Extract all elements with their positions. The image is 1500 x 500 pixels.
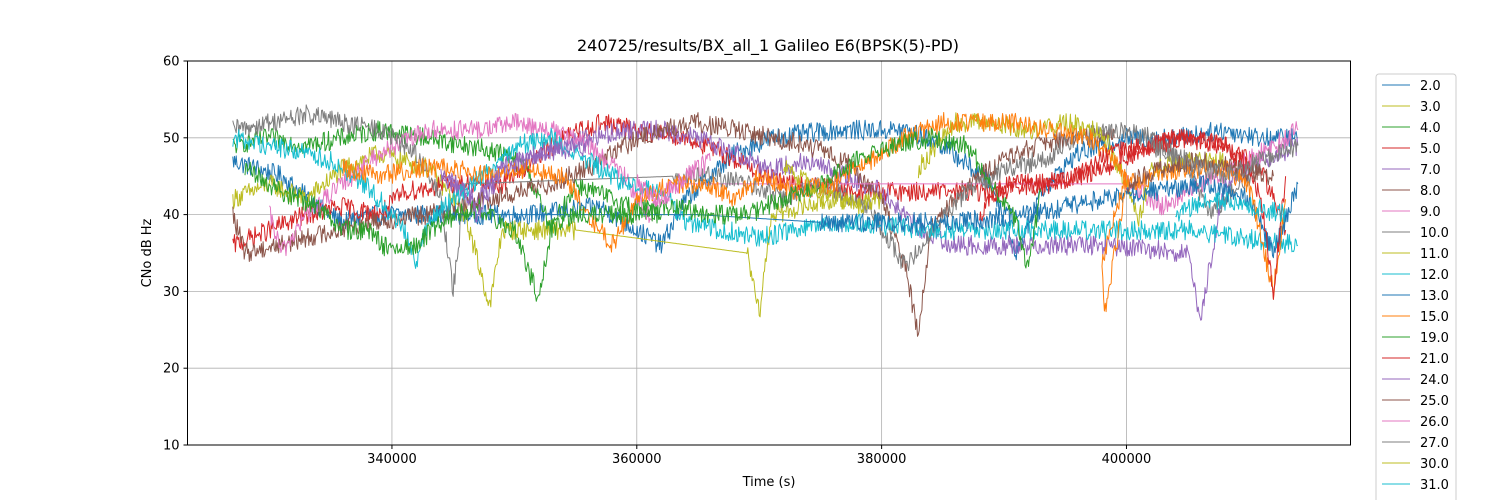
legend-label: 11.0	[1420, 247, 1449, 262]
legend-label: 25.0	[1420, 394, 1449, 409]
series-line-24.0	[440, 138, 589, 223]
series-line-12.0	[232, 127, 1299, 269]
x-axis: 340000 360000 380000 400000	[367, 445, 1151, 467]
y-axis-label: CNo dB Hz	[140, 218, 155, 287]
legend-label: 19.0	[1420, 331, 1449, 346]
legend-label: 8.0	[1420, 184, 1441, 199]
series-line-15.0	[342, 112, 1287, 313]
series-line-21.0	[979, 129, 1287, 300]
legend-label: 30.0	[1420, 457, 1449, 472]
chart-title: 240725/results/BX_all_1 Galileo E6(BPSK(…	[577, 36, 959, 56]
x-tick-label: 380000	[857, 452, 907, 467]
series-line-30.0	[783, 160, 883, 215]
legend-label: 21.0	[1420, 352, 1449, 367]
plot-area-frame	[187, 60, 1351, 446]
legend-label: 10.0	[1420, 226, 1449, 241]
series-layer	[232, 104, 1299, 337]
legend-label: 7.0	[1420, 163, 1441, 178]
legend-label: 3.0	[1420, 100, 1441, 115]
legend-label: 12.0	[1420, 268, 1449, 283]
series-line-31.0	[1175, 191, 1287, 223]
legend-label: 31.0	[1420, 478, 1449, 493]
x-tick-label: 360000	[612, 452, 662, 467]
legend-label: 5.0	[1420, 142, 1441, 157]
legend-label: 24.0	[1420, 373, 1449, 388]
x-axis-label: Time (s)	[742, 475, 796, 490]
y-tick-label: 30	[163, 285, 180, 300]
series-line-4.0	[232, 120, 662, 238]
legend-label: 26.0	[1420, 415, 1449, 430]
legend-label: 4.0	[1420, 121, 1441, 136]
legend-label: 2.0	[1420, 79, 1441, 94]
y-tick-label: 10	[163, 439, 180, 454]
y-tick-label: 50	[163, 131, 180, 146]
y-tick-label: 40	[163, 208, 180, 223]
series-line-26.0	[636, 152, 711, 206]
legend-label: 15.0	[1420, 310, 1449, 325]
legend-box	[1375, 73, 1457, 500]
series-line-2.0	[232, 119, 1298, 261]
x-tick-label: 340000	[367, 452, 417, 467]
y-tick-label: 60	[163, 55, 180, 70]
x-tick-label: 400000	[1102, 452, 1152, 467]
series-line-27.0	[1150, 138, 1299, 184]
y-axis: 10 20 30 40 50 60	[163, 55, 188, 454]
legend-label: 13.0	[1420, 289, 1449, 304]
legend-label: 27.0	[1420, 436, 1449, 451]
series-line-19.0	[244, 127, 1042, 302]
y-tick-label: 20	[163, 362, 180, 377]
legend: 2.0 3.0 4.0 5.0 7.0 8.0 9.0 10.0 11.0 12.0 13.0 15.…	[1375, 73, 1457, 500]
legend-label: 9.0	[1420, 205, 1441, 220]
